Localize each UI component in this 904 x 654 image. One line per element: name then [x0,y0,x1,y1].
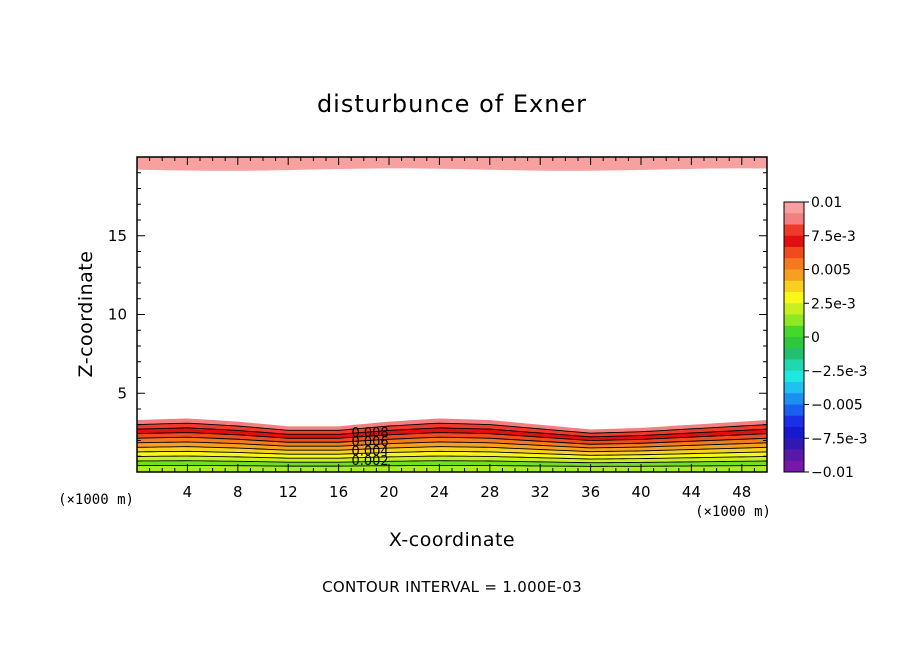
contour-line [137,455,767,460]
colorbar-swatch [784,415,804,428]
colorbar-swatch [784,337,804,349]
contour-fill [137,157,767,472]
colorbar-label: −2.5e-3 [811,364,868,380]
contour-line [137,436,767,445]
x-tick-label: 48 [732,483,751,501]
x-axis-title: X-coordinate [389,529,515,551]
colorbar-swatch [784,382,804,394]
upper-boundary-layer [137,157,767,171]
colorbar-label: 7.5e-3 [811,229,856,245]
y-axis-title: Z-coordinate [75,251,97,378]
colorbar-swatch [784,247,804,259]
x-tick-label: 16 [329,483,348,501]
x-tick-label: 12 [279,483,298,501]
contour-interval-note: CONTOUR INTERVAL = 1.000E-03 [322,578,582,596]
x-tick-label: 36 [581,483,600,501]
y-axis-ticks: 5 10 15 [108,156,767,473]
colorbar-swatch [784,269,804,282]
chart-title: disturbunce of Exner [317,90,587,118]
x-tick-label: 32 [531,483,550,501]
contour-line [137,427,767,438]
contour-line [137,422,767,434]
colorbar: 0.01 7.5e-3 0.005 2.5e-3 0 −2.5e-3 −0.005 −7.5e… [783,195,868,481]
colorbar-swatch [784,258,804,270]
colorbar-swatch [784,427,804,439]
colorbar-label: 0.01 [811,195,842,211]
contour-line [137,460,767,464]
contour-label: 0.006 [351,435,388,450]
colorbar-label: 0.005 [811,263,851,279]
colorbar-swatch [784,404,804,417]
x-tick-label: 20 [379,483,398,501]
contour-line [137,432,767,442]
x-axis-ticks: 4 8 12 16 20 24 28 32 36 40 44 48 [136,157,768,501]
colorbar-swatch [784,359,804,372]
colorbar-swatch [784,292,804,304]
contour-lines [137,422,767,467]
x-tick-label: 40 [631,483,650,501]
x-tick-label: 4 [183,483,193,501]
colorbar-swatch [784,314,804,327]
colorbar-label: 0 [811,330,820,346]
contour-label: 0.008 [351,426,388,441]
contour-line [137,464,767,467]
x-tick-label: 44 [682,483,701,501]
contour-line [137,450,767,456]
y-unit-label: (×1000 m) [58,492,134,508]
x-tick-label: 28 [480,483,499,501]
contour-label: 0.002 [351,454,388,469]
colorbar-swatch [784,325,804,338]
contour-line [137,446,767,453]
colorbar-swatch [784,393,804,405]
x-tick-label: 8 [233,483,243,501]
colorbar-swatch [784,303,804,315]
y-tick-label: 5 [117,384,127,402]
colorbar-swatch [784,460,804,473]
colorbar-label: −0.01 [811,465,854,481]
colorbar-swatch [784,449,804,462]
colorbar-swatch [784,202,804,214]
colorbar-swatch [784,370,804,383]
colorbar-swatch [784,348,804,360]
contour-line [137,441,767,449]
colorbar-swatch [784,280,804,293]
x-tick-label: 24 [430,483,449,501]
colorbar-swatch [784,224,804,237]
colorbar-swatch [784,235,804,248]
colorbar-label: −0.005 [811,398,863,414]
y-tick-label: 10 [108,306,127,324]
contour-label: 0.004 [351,444,388,459]
y-tick-label: 15 [108,227,127,245]
colorbar-label: 2.5e-3 [811,296,856,312]
colorbar-label: −7.5e-3 [811,431,868,447]
colorbar-swatch [784,213,804,225]
x-unit-label: (×1000 m) [695,504,771,520]
colorbar-swatch [784,438,804,450]
